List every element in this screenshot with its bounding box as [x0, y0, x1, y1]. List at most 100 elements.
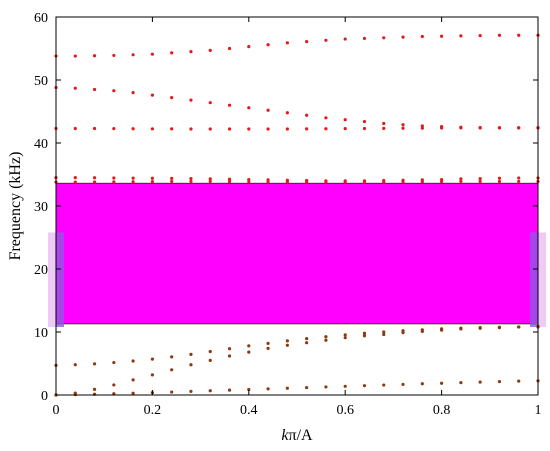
data-point	[305, 127, 309, 131]
data-point	[497, 379, 502, 384]
data-point	[497, 33, 502, 37]
data-point	[382, 36, 386, 40]
data-point	[112, 360, 116, 365]
data-point	[170, 179, 174, 184]
y-tick-label: 20	[34, 263, 48, 278]
data-point	[247, 177, 251, 182]
data-point	[247, 344, 251, 348]
data-point	[440, 177, 444, 182]
data-point	[478, 125, 482, 130]
data-point	[305, 385, 309, 390]
data-point	[170, 355, 174, 359]
data-point	[131, 391, 135, 395]
dispersion-points	[54, 33, 540, 397]
data-point	[247, 350, 251, 354]
data-point	[150, 52, 154, 56]
data-point	[150, 179, 154, 184]
x-tick-label: 0.4	[240, 403, 258, 418]
data-point	[266, 178, 270, 182]
data-point	[440, 34, 444, 38]
data-point	[208, 101, 212, 105]
data-point	[266, 346, 270, 350]
data-point	[189, 179, 193, 184]
data-point	[459, 179, 463, 184]
data-point	[92, 387, 97, 391]
data-point	[305, 39, 309, 44]
data-point	[497, 176, 502, 180]
data-point	[247, 127, 251, 131]
data-point	[73, 176, 77, 180]
data-point	[362, 179, 367, 183]
data-point	[343, 127, 347, 131]
data-point	[227, 347, 232, 351]
data-point	[208, 48, 212, 52]
data-point	[440, 327, 444, 331]
data-point	[343, 37, 347, 41]
data-point	[324, 385, 328, 389]
data-point	[401, 178, 405, 182]
data-point	[92, 54, 97, 58]
data-point	[285, 339, 289, 343]
data-point	[305, 337, 309, 341]
data-point	[227, 46, 232, 51]
data-point	[227, 354, 232, 358]
data-point	[305, 178, 309, 183]
data-point	[247, 106, 251, 110]
data-point	[497, 325, 502, 329]
data-point	[266, 127, 270, 131]
data-point	[382, 121, 386, 126]
data-point	[73, 54, 77, 58]
data-point	[478, 179, 482, 184]
data-point	[497, 126, 502, 130]
data-point	[478, 325, 482, 330]
data-point	[401, 126, 405, 130]
data-point	[131, 127, 135, 131]
data-point	[92, 180, 97, 184]
data-point	[112, 53, 116, 58]
data-point	[362, 334, 367, 338]
data-point	[420, 178, 424, 182]
data-point	[420, 382, 424, 386]
y-tick-label: 0	[41, 389, 48, 404]
x-axis-label-rest: π/A	[289, 427, 314, 444]
left-band-overlap	[56, 232, 64, 327]
data-point	[517, 33, 521, 37]
data-point	[305, 341, 309, 345]
data-point	[440, 381, 444, 385]
data-point	[362, 384, 367, 388]
data-point	[131, 359, 135, 363]
data-point	[343, 384, 347, 388]
data-point	[208, 127, 212, 131]
data-point	[208, 389, 212, 393]
data-point	[401, 382, 405, 387]
data-point	[227, 127, 232, 131]
data-point	[324, 38, 328, 42]
data-point	[324, 335, 328, 339]
data-point	[208, 358, 212, 362]
data-point	[247, 45, 251, 49]
data-point	[112, 127, 116, 131]
data-point	[459, 381, 463, 385]
data-point	[112, 180, 116, 184]
data-point	[401, 329, 405, 333]
data-point	[478, 380, 482, 384]
data-point	[478, 33, 482, 38]
data-point	[189, 352, 193, 356]
x-tick-label: 0	[53, 403, 60, 418]
data-point	[189, 50, 193, 54]
data-point	[459, 177, 463, 181]
data-point	[324, 179, 328, 183]
data-point	[362, 119, 367, 124]
data-point	[131, 180, 135, 184]
y-tick-label: 40	[34, 137, 48, 152]
data-point	[73, 86, 77, 90]
data-point	[208, 179, 212, 184]
data-point	[459, 125, 463, 129]
data-point	[227, 179, 232, 184]
data-point	[227, 177, 232, 181]
data-point	[285, 111, 289, 115]
data-point	[150, 127, 154, 131]
x-tick-label: 1	[535, 403, 542, 418]
